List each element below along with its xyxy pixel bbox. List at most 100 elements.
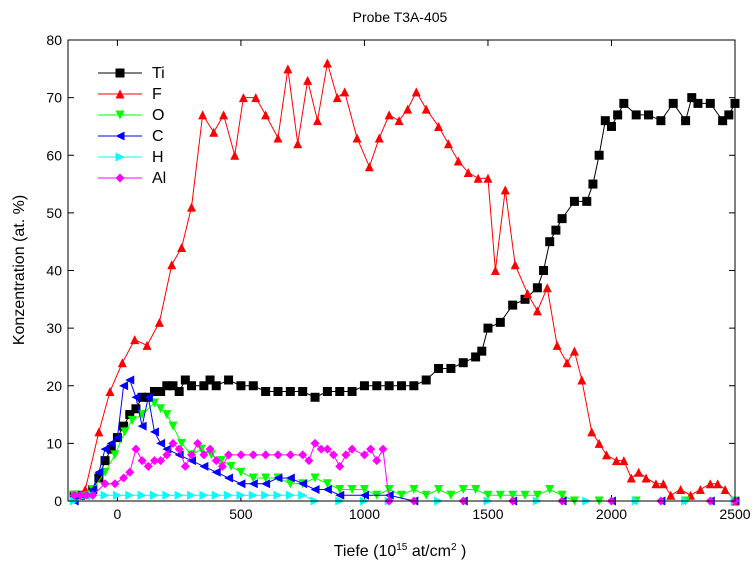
marker xyxy=(347,387,357,397)
marker xyxy=(421,104,431,114)
marker xyxy=(206,450,216,460)
marker xyxy=(335,490,345,500)
x-label-sup: 2 xyxy=(451,542,457,553)
marker xyxy=(236,490,246,500)
y-tick-label: 10 xyxy=(46,435,62,451)
marker xyxy=(236,467,246,477)
marker xyxy=(434,121,444,131)
x-tick-label: 1500 xyxy=(472,506,503,522)
marker xyxy=(261,450,271,460)
marker xyxy=(434,484,444,494)
marker xyxy=(125,490,135,500)
legend-marker xyxy=(115,68,125,78)
marker xyxy=(216,456,226,466)
marker xyxy=(693,98,703,108)
marker xyxy=(359,450,369,460)
marker xyxy=(248,473,258,483)
marker xyxy=(394,116,404,126)
marker xyxy=(248,479,258,489)
marker xyxy=(510,260,520,270)
marker xyxy=(316,444,326,454)
marker xyxy=(720,484,730,494)
marker xyxy=(458,484,468,494)
x-tick-label: 500 xyxy=(229,506,253,522)
marker xyxy=(211,456,221,466)
marker xyxy=(557,490,567,500)
marker xyxy=(119,473,129,483)
marker xyxy=(149,456,159,466)
plot-frame xyxy=(67,39,736,502)
marker xyxy=(626,473,636,483)
marker xyxy=(303,75,313,85)
marker xyxy=(137,490,147,500)
marker xyxy=(199,490,209,500)
marker xyxy=(313,116,323,126)
marker xyxy=(403,104,413,114)
x-axis-label: Tiefe (1015 at/cm2 ) xyxy=(334,542,467,560)
marker xyxy=(587,427,597,437)
marker xyxy=(187,456,197,466)
x-tick-label: 2000 xyxy=(596,506,627,522)
marker xyxy=(100,444,110,454)
marker xyxy=(162,450,172,460)
marker xyxy=(619,98,629,108)
marker xyxy=(310,484,320,494)
marker xyxy=(285,490,295,500)
marker xyxy=(130,335,140,345)
marker xyxy=(322,484,332,494)
chart-title: Probe T3A-405 xyxy=(353,9,448,25)
marker xyxy=(162,490,172,500)
marker xyxy=(322,444,332,454)
marker xyxy=(495,490,505,500)
marker xyxy=(594,150,604,160)
marker xyxy=(668,98,678,108)
marker xyxy=(119,381,129,391)
legend-marker xyxy=(115,152,125,162)
marker xyxy=(532,306,542,316)
marker xyxy=(539,266,549,275)
marker xyxy=(619,456,629,466)
marker xyxy=(94,427,104,437)
marker xyxy=(88,490,98,500)
marker xyxy=(261,387,271,397)
marker xyxy=(483,490,493,500)
marker xyxy=(335,461,345,471)
marker xyxy=(651,479,661,489)
marker xyxy=(322,479,332,489)
marker xyxy=(142,340,152,350)
marker xyxy=(187,202,197,212)
marker xyxy=(372,381,382,391)
marker xyxy=(397,490,406,500)
marker xyxy=(631,110,641,120)
marker xyxy=(131,392,141,402)
marker xyxy=(634,467,644,477)
marker xyxy=(100,479,110,489)
marker xyxy=(211,381,221,391)
marker xyxy=(168,438,178,448)
marker xyxy=(588,179,598,189)
marker xyxy=(322,387,332,397)
marker xyxy=(384,484,394,494)
marker xyxy=(187,381,197,391)
marker xyxy=(283,64,293,74)
marker xyxy=(384,381,394,391)
marker xyxy=(477,346,487,356)
marker xyxy=(310,438,320,448)
marker xyxy=(713,479,723,489)
y-tick-label: 30 xyxy=(46,320,62,336)
legend-label: Ti xyxy=(152,65,165,82)
x-label-sup: 15 xyxy=(396,542,408,553)
marker xyxy=(658,479,668,489)
y-tick-label: 60 xyxy=(46,147,62,163)
marker xyxy=(490,266,500,275)
marker xyxy=(162,410,172,420)
marker xyxy=(551,225,561,235)
marker xyxy=(156,404,166,414)
legend-marker xyxy=(115,89,125,99)
marker xyxy=(273,387,283,397)
marker xyxy=(508,490,518,500)
marker xyxy=(397,381,406,391)
marker xyxy=(298,450,308,460)
marker xyxy=(131,444,141,454)
marker xyxy=(366,444,376,454)
